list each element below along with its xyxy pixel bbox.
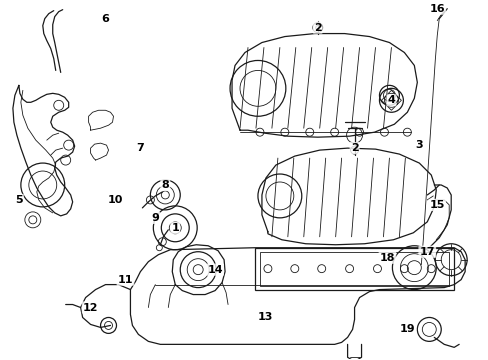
Text: 1: 1 <box>171 223 179 233</box>
Text: 7: 7 <box>136 143 144 153</box>
Bar <box>254 248 453 289</box>
Text: 2: 2 <box>350 143 358 153</box>
Text: 10: 10 <box>107 195 123 205</box>
Text: 18: 18 <box>379 253 394 263</box>
Text: 17: 17 <box>419 247 434 257</box>
Text: 5: 5 <box>15 195 22 205</box>
Text: 19: 19 <box>399 324 414 334</box>
Text: 2: 2 <box>313 23 321 33</box>
Text: 16: 16 <box>428 4 444 14</box>
Text: 4: 4 <box>386 95 395 105</box>
Text: 8: 8 <box>161 180 169 190</box>
Text: 9: 9 <box>151 213 159 223</box>
Bar <box>260 252 448 285</box>
Text: 13: 13 <box>257 312 272 323</box>
Text: 6: 6 <box>102 14 109 24</box>
Text: 15: 15 <box>428 200 444 210</box>
Text: 14: 14 <box>207 265 223 275</box>
Text: 12: 12 <box>82 302 98 312</box>
Text: 11: 11 <box>118 275 133 285</box>
Text: 3: 3 <box>415 140 422 150</box>
